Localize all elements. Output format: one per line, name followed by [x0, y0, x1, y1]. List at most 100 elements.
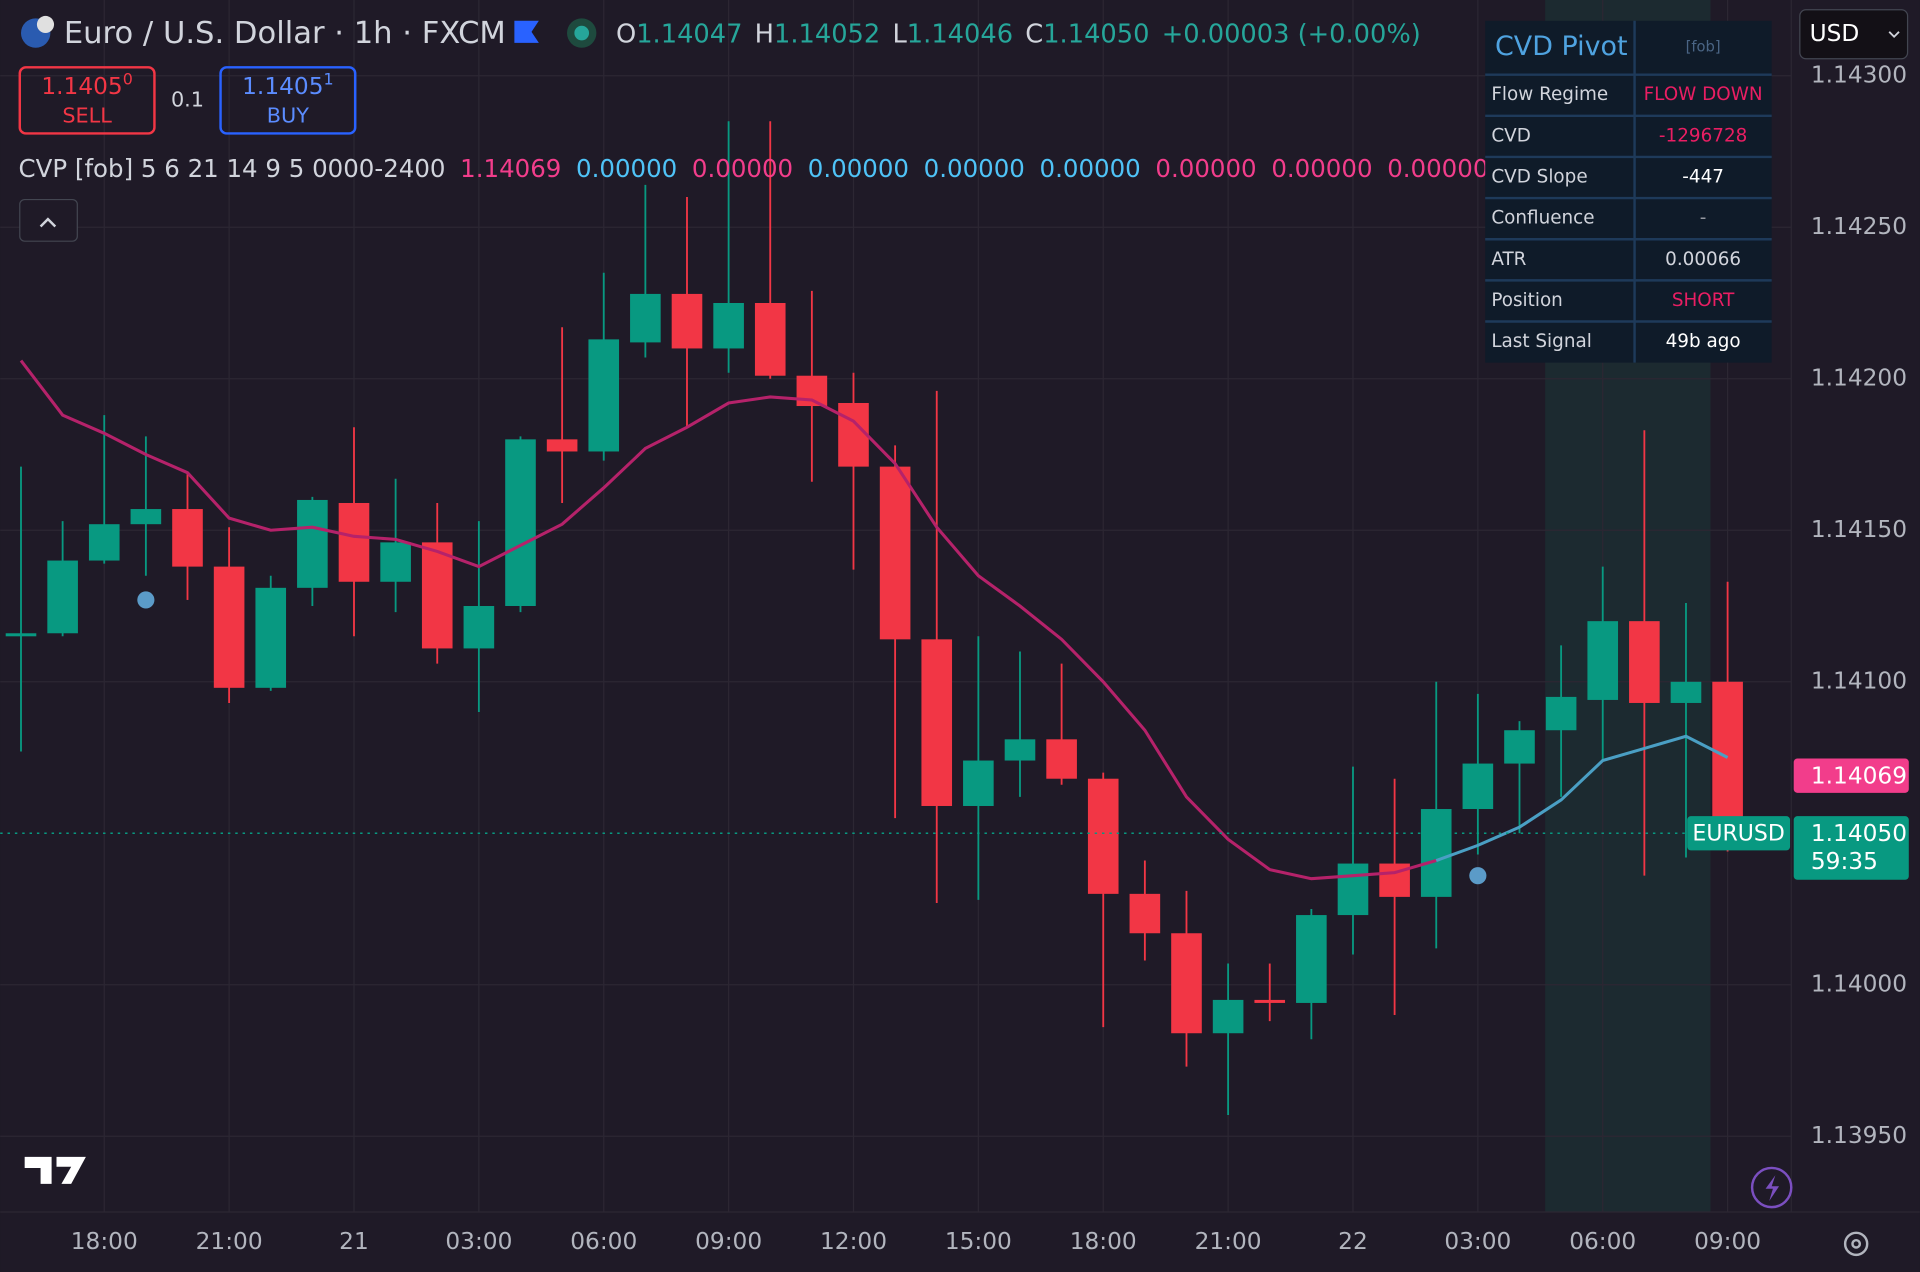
table-value: 0.00066: [1665, 249, 1741, 270]
candle-body: [1545, 696, 1577, 731]
cvd-table: CVD Pivot [fob] Flow Regime FLOW DOWN CVD -12…: [1485, 20, 1772, 363]
candle-body: [130, 509, 162, 525]
table-key: CVD Slope: [1491, 167, 1587, 188]
spread: 0.1: [171, 87, 204, 111]
candle-body: [1337, 863, 1369, 916]
candle-body: [297, 499, 328, 588]
y-tick-label: 1.13950: [1811, 1122, 1907, 1149]
candle-body: [1129, 893, 1161, 934]
ohlc-value: 1.14046: [907, 19, 1013, 49]
candle-body: [713, 303, 744, 349]
x-tick-label: 15:00: [945, 1228, 1012, 1255]
ohlc: O1.14047 H1.14052 L1.14046 C1.14050 +0.00003…: [616, 19, 1421, 49]
candle-body: [88, 524, 120, 561]
table-value: -447: [1682, 167, 1724, 188]
table-key: ATR: [1491, 249, 1526, 270]
indicator-value: 0.00000: [576, 154, 677, 183]
table-key: Confluence: [1491, 208, 1594, 229]
ohlc-key: L: [893, 19, 908, 49]
table-value: -: [1700, 208, 1707, 229]
flag-marker: [514, 20, 539, 43]
x-tick-label: 12:00: [820, 1228, 887, 1255]
last-price-label: 1.14050: [1811, 820, 1907, 847]
candle-body: [421, 542, 453, 649]
candle-body: [1504, 730, 1535, 764]
candle-body: [879, 466, 911, 640]
candle-body: [1046, 739, 1077, 779]
ma-line: [1435, 734, 1729, 862]
currency: USD: [1810, 20, 1860, 47]
y-tick-label: 1.14200: [1811, 364, 1907, 391]
table-key: CVD: [1491, 125, 1531, 146]
sell-pip: 0: [123, 69, 133, 88]
sell-price: 1.14050: [41, 69, 132, 99]
plot: [0, 121, 1792, 1116]
candle-body: [1629, 621, 1660, 703]
x-tick-label: 09:00: [1694, 1228, 1761, 1255]
buy-price-main: 1.1405: [242, 72, 323, 99]
candle-body: [1462, 763, 1494, 810]
candle-body: [1587, 621, 1619, 700]
ohlc-change: +0.00003 (+0.00%): [1162, 19, 1421, 49]
candle-body: [1004, 739, 1036, 761]
ohlc-value: 1.14050: [1043, 19, 1149, 49]
x-tick-label: 03:00: [1444, 1228, 1511, 1255]
buy-price: 1.14051: [242, 69, 333, 99]
sell-price-main: 1.1405: [41, 72, 122, 99]
x-tick-label: 21: [339, 1228, 369, 1255]
candle-body: [838, 402, 869, 467]
candle-body: [1171, 933, 1202, 1034]
x-tick-label: 03:00: [445, 1228, 512, 1255]
sell-label: SELL: [62, 103, 112, 127]
x-tick-label: 18:00: [1070, 1228, 1137, 1255]
ohlc-key: C: [1025, 19, 1043, 49]
indicator-price-label: 1.14069: [1811, 762, 1907, 789]
x-tick-label: 09:00: [695, 1228, 762, 1255]
last-price-tag: [1793, 816, 1909, 880]
x-tick-label: 06:00: [570, 1228, 637, 1255]
currency-dropdown[interactable]: [1799, 9, 1909, 60]
table-value: SHORT: [1672, 290, 1735, 311]
candle-body: [671, 293, 703, 349]
lightning-icon: [1765, 1175, 1780, 1201]
candle-body: [1254, 999, 1286, 1003]
tradingview-logo: [24, 1156, 86, 1184]
buy-button[interactable]: [219, 66, 357, 135]
candle-body: [1670, 681, 1702, 703]
signal-dot: [137, 591, 155, 609]
table-key: Position: [1491, 290, 1562, 311]
flag-icon-us: [36, 15, 55, 34]
sell-button[interactable]: [18, 66, 156, 135]
candle-body: [1712, 681, 1743, 834]
lightning-button[interactable]: [1750, 1166, 1793, 1209]
table-key: Last Signal: [1491, 331, 1591, 352]
candle-body: [630, 293, 661, 343]
ohlc-value: 1.14052: [774, 19, 880, 49]
settings-icon: [1851, 1238, 1862, 1249]
indicator-value: 0.00000: [692, 154, 793, 183]
indicator-value: 0.00000: [1155, 154, 1256, 183]
symbol-tag: [1687, 816, 1791, 851]
x-tick-label: 21:00: [196, 1228, 263, 1255]
candle-body: [380, 542, 411, 582]
x-tick-label: 22: [1338, 1228, 1368, 1255]
settings-button[interactable]: [1843, 1231, 1869, 1257]
collapse-icon: [39, 217, 57, 228]
indicator-value: 0.00000: [808, 154, 909, 183]
symbol-title: Euro / U.S. Dollar · 1h · FXCM: [64, 16, 506, 51]
table-value: -1296728: [1659, 125, 1747, 146]
table-bg: [1485, 20, 1772, 363]
y-tick-label: 1.14250: [1811, 213, 1907, 240]
ui: Euro / U.S. Dollar · 1h · FXCM O1.14047 H…: [18, 9, 1909, 1257]
candle-body: [172, 509, 203, 567]
buy-label: BUY: [267, 103, 309, 127]
indicator-price-tag: [1793, 758, 1909, 793]
x-tick-label: 18:00: [71, 1228, 138, 1255]
candle-body: [255, 587, 287, 688]
ohlc-key: O: [616, 19, 636, 49]
candle-body: [754, 303, 786, 376]
candle-body: [1420, 809, 1452, 897]
table-value: FLOW DOWN: [1644, 84, 1763, 105]
candle-body: [1296, 915, 1327, 1003]
